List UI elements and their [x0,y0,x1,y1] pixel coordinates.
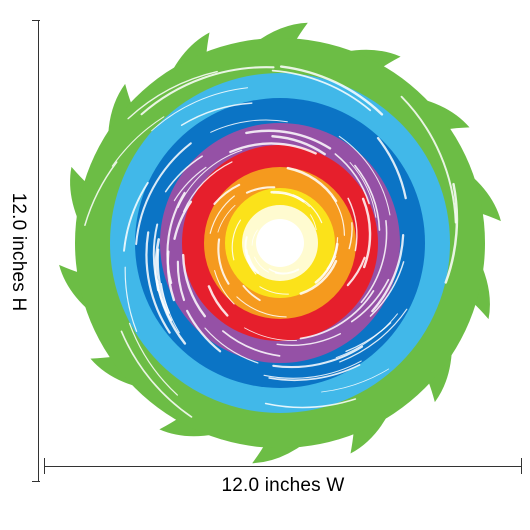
swirl-streak [245,129,332,150]
swirl-streak [271,135,326,156]
swirl-streak [263,360,362,379]
width-dimension-line [44,458,522,474]
swirl-streak [231,219,242,261]
height-dimension-line [32,20,44,482]
swirl-streak [346,256,366,287]
swirl-streak [345,322,392,353]
swirl-streak [217,204,236,233]
swirl-streak [140,66,275,116]
swirl-streak [314,242,339,284]
swirl-streak [444,182,459,284]
swirl-streak [209,195,235,234]
swirl-streak [177,149,243,209]
swirl-streak [151,87,249,132]
height-dimension-label: 12.0 inches H [8,192,29,312]
swirl-streak [210,119,288,133]
swirl-streak [186,309,222,353]
swirl-streak [145,231,171,334]
swirl-streak [214,270,235,305]
swirl-streak [400,95,457,224]
swirl-streak [242,284,261,302]
swirl-streak [173,166,207,202]
swirl-streak [181,253,207,318]
swirl-streak [272,345,364,369]
swirl-streak [127,70,218,120]
swirl-streak [155,279,187,345]
swirl-streak [350,278,390,323]
swirl-streak [217,238,230,285]
swirl-streak [254,256,269,273]
swirl-streak [84,161,118,226]
swirl-streak [268,364,361,382]
swirl-streak [279,65,384,116]
swirl-streak [334,153,370,205]
swirl-streak [309,214,317,231]
swirl-streak [338,135,391,216]
swirl-streak [236,296,287,318]
swirl-streak [360,219,388,304]
rainbow-swirl-decal [59,22,501,464]
swirl-streak [369,261,405,317]
swirl-streak [276,333,342,346]
swirl-streak [176,260,186,302]
swirl-streak [213,183,241,205]
swirl-streak [270,190,305,203]
swirl-streak [160,283,180,334]
swirl-streak [128,322,178,396]
swirl-streak [264,398,357,409]
swirl-streak [207,285,229,317]
swirl-streak [229,142,317,155]
swirl-streak [166,191,186,284]
swirl-streak [111,116,165,167]
swirl-streak [347,197,358,252]
swirl-streak [361,197,372,269]
swirl-streak [180,102,253,126]
swirl-streak [259,286,289,295]
swirl-streak [245,186,276,194]
swirl-streak [354,164,381,231]
swirl-streak [286,166,338,203]
swirl-streak [123,181,149,252]
swirl-streak [376,136,407,200]
swirl-streak [244,327,297,341]
swirl-streak [173,200,193,240]
swirl-streak [135,142,192,246]
width-dimension-label: 12.0 inches W [221,475,345,496]
swirl-streak [348,222,353,250]
swirl-streak [371,234,405,313]
swirl-streak [204,327,259,364]
swirl-streak [120,330,193,418]
swirl-streak [251,229,258,246]
swirl-streak [349,161,377,218]
swirl-streak [299,290,375,340]
swirl-streak [321,368,390,393]
swirl-streak [164,155,203,193]
swirl-streak [271,69,372,112]
swirl-streak [246,254,260,274]
swirl-streak [268,268,282,275]
swirl-streak [339,308,408,363]
swirl-streak [183,161,233,213]
swirl-streak [124,266,138,332]
swirl-streak [299,259,338,295]
swirl-streak [222,330,281,357]
